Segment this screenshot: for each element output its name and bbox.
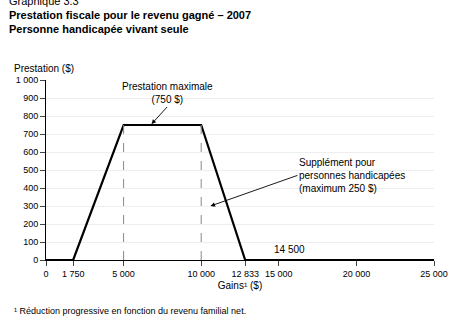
svg-text:15 000: 15 000 xyxy=(265,269,293,279)
svg-text:900: 900 xyxy=(23,93,38,103)
svg-text:200: 200 xyxy=(23,219,38,229)
svg-text:700: 700 xyxy=(23,129,38,139)
svg-text:Gains¹ ($): Gains¹ ($) xyxy=(218,280,262,291)
svg-text:14 500: 14 500 xyxy=(274,244,305,255)
svg-text:100: 100 xyxy=(23,237,38,247)
svg-text:Prestation maximale(750 $): Prestation maximale(750 $) xyxy=(122,81,213,105)
svg-text:12 833: 12 833 xyxy=(231,269,259,279)
svg-text:500: 500 xyxy=(23,165,38,175)
svg-text:Supplément pourpersonnes handi: Supplément pourpersonnes handicapées(max… xyxy=(299,157,405,194)
svg-text:800: 800 xyxy=(23,111,38,121)
svg-text:20 000: 20 000 xyxy=(343,269,371,279)
svg-text:Graphique 3.3Prestation fiscal: Graphique 3.3Prestation fiscale pour le … xyxy=(9,0,251,35)
svg-text:600: 600 xyxy=(23,147,38,157)
svg-text:10 000: 10 000 xyxy=(187,269,215,279)
svg-text:1 750: 1 750 xyxy=(62,269,85,279)
svg-text:300: 300 xyxy=(23,201,38,211)
svg-text:0: 0 xyxy=(33,255,38,265)
svg-text:400: 400 xyxy=(23,183,38,193)
svg-text:¹ Réduction progressive en fon: ¹ Réduction progressive en fonction du r… xyxy=(14,306,246,316)
svg-text:0: 0 xyxy=(43,269,48,279)
svg-text:25 000: 25 000 xyxy=(420,269,448,279)
svg-text:Prestation ($): Prestation ($) xyxy=(14,63,74,74)
svg-text:1 000: 1 000 xyxy=(16,75,39,85)
svg-text:5 000: 5 000 xyxy=(112,269,135,279)
